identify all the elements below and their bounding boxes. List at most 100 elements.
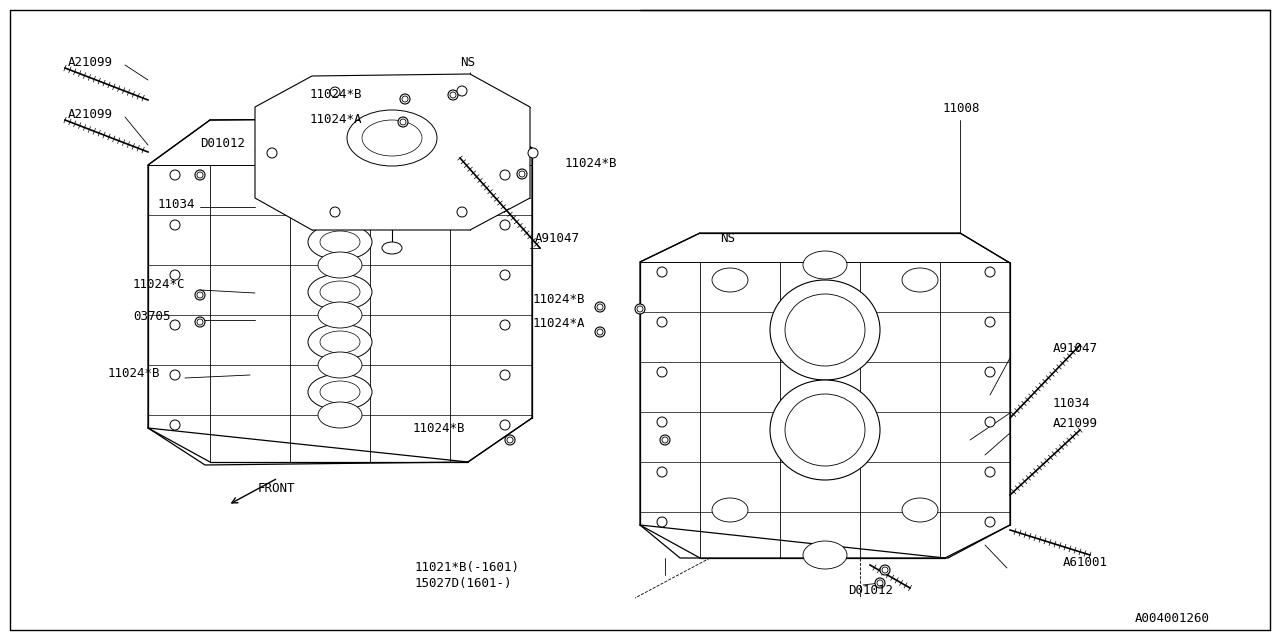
Ellipse shape bbox=[986, 517, 995, 527]
Text: 11024*C: 11024*C bbox=[133, 278, 186, 291]
Text: D01012: D01012 bbox=[200, 136, 244, 150]
Ellipse shape bbox=[317, 202, 362, 228]
Ellipse shape bbox=[657, 317, 667, 327]
Ellipse shape bbox=[347, 110, 436, 166]
Ellipse shape bbox=[330, 87, 340, 97]
Polygon shape bbox=[640, 233, 1010, 558]
Text: 11024*B: 11024*B bbox=[413, 422, 466, 435]
Ellipse shape bbox=[803, 541, 847, 569]
Ellipse shape bbox=[881, 565, 890, 575]
Ellipse shape bbox=[785, 294, 865, 366]
Ellipse shape bbox=[500, 270, 509, 280]
Ellipse shape bbox=[317, 352, 362, 378]
Ellipse shape bbox=[657, 467, 667, 477]
Ellipse shape bbox=[518, 171, 525, 177]
Ellipse shape bbox=[986, 467, 995, 477]
Ellipse shape bbox=[771, 280, 881, 380]
Ellipse shape bbox=[320, 381, 360, 403]
Text: 03705: 03705 bbox=[133, 310, 170, 323]
Ellipse shape bbox=[507, 437, 513, 443]
Ellipse shape bbox=[595, 327, 605, 337]
Ellipse shape bbox=[308, 174, 372, 210]
Ellipse shape bbox=[308, 374, 372, 410]
Ellipse shape bbox=[529, 148, 538, 158]
Ellipse shape bbox=[635, 304, 645, 314]
Ellipse shape bbox=[308, 224, 372, 260]
Ellipse shape bbox=[986, 267, 995, 277]
Ellipse shape bbox=[320, 281, 360, 303]
Ellipse shape bbox=[197, 319, 204, 325]
Ellipse shape bbox=[308, 274, 372, 310]
Ellipse shape bbox=[803, 251, 847, 279]
Ellipse shape bbox=[320, 181, 360, 203]
Text: 11024*B: 11024*B bbox=[532, 292, 585, 305]
Ellipse shape bbox=[317, 252, 362, 278]
Text: A21099: A21099 bbox=[68, 108, 113, 120]
Ellipse shape bbox=[197, 172, 204, 178]
Ellipse shape bbox=[986, 367, 995, 377]
Ellipse shape bbox=[771, 380, 881, 480]
Ellipse shape bbox=[500, 320, 509, 330]
Ellipse shape bbox=[170, 420, 180, 430]
Ellipse shape bbox=[170, 270, 180, 280]
Polygon shape bbox=[255, 74, 530, 230]
Text: D01012: D01012 bbox=[849, 584, 893, 596]
Text: NS: NS bbox=[460, 56, 475, 68]
Ellipse shape bbox=[785, 394, 865, 466]
Ellipse shape bbox=[662, 437, 668, 443]
Ellipse shape bbox=[268, 148, 276, 158]
Ellipse shape bbox=[381, 242, 402, 254]
Text: 11024*B: 11024*B bbox=[310, 88, 362, 100]
Text: 11008: 11008 bbox=[943, 102, 980, 115]
Ellipse shape bbox=[170, 370, 180, 380]
Ellipse shape bbox=[320, 231, 360, 253]
Text: A21099: A21099 bbox=[1053, 417, 1098, 429]
Text: A004001260: A004001260 bbox=[1135, 611, 1210, 625]
Text: 11024*B: 11024*B bbox=[108, 367, 160, 380]
Ellipse shape bbox=[398, 117, 408, 127]
Ellipse shape bbox=[401, 94, 410, 104]
Text: 11021*B(-1601): 11021*B(-1601) bbox=[415, 561, 520, 573]
Ellipse shape bbox=[902, 268, 938, 292]
Ellipse shape bbox=[902, 498, 938, 522]
Ellipse shape bbox=[657, 517, 667, 527]
Text: 11024*B: 11024*B bbox=[564, 157, 617, 170]
Ellipse shape bbox=[596, 304, 603, 310]
Ellipse shape bbox=[320, 331, 360, 353]
Ellipse shape bbox=[308, 324, 372, 360]
Ellipse shape bbox=[517, 169, 527, 179]
Text: 15027D(1601-): 15027D(1601-) bbox=[415, 577, 512, 591]
Ellipse shape bbox=[195, 170, 205, 180]
Text: 11024*A: 11024*A bbox=[310, 113, 362, 125]
Ellipse shape bbox=[986, 317, 995, 327]
Ellipse shape bbox=[986, 417, 995, 427]
Text: A91047: A91047 bbox=[1053, 342, 1098, 355]
Ellipse shape bbox=[877, 580, 883, 586]
Ellipse shape bbox=[660, 435, 669, 445]
Polygon shape bbox=[148, 118, 532, 465]
Ellipse shape bbox=[402, 96, 408, 102]
Ellipse shape bbox=[657, 367, 667, 377]
Text: 11034: 11034 bbox=[1053, 397, 1091, 410]
Ellipse shape bbox=[506, 435, 515, 445]
Ellipse shape bbox=[500, 420, 509, 430]
Ellipse shape bbox=[448, 90, 458, 100]
Ellipse shape bbox=[882, 567, 888, 573]
Text: 11034: 11034 bbox=[157, 198, 196, 211]
Ellipse shape bbox=[500, 220, 509, 230]
Ellipse shape bbox=[317, 302, 362, 328]
Ellipse shape bbox=[457, 207, 467, 217]
Ellipse shape bbox=[195, 290, 205, 300]
Ellipse shape bbox=[637, 306, 643, 312]
Ellipse shape bbox=[170, 320, 180, 330]
Ellipse shape bbox=[657, 417, 667, 427]
Ellipse shape bbox=[457, 86, 467, 96]
Text: NS: NS bbox=[721, 232, 735, 244]
Ellipse shape bbox=[317, 402, 362, 428]
Ellipse shape bbox=[712, 268, 748, 292]
Ellipse shape bbox=[876, 578, 884, 588]
Ellipse shape bbox=[500, 170, 509, 180]
Text: FRONT: FRONT bbox=[259, 481, 296, 495]
Ellipse shape bbox=[170, 170, 180, 180]
Ellipse shape bbox=[595, 302, 605, 312]
